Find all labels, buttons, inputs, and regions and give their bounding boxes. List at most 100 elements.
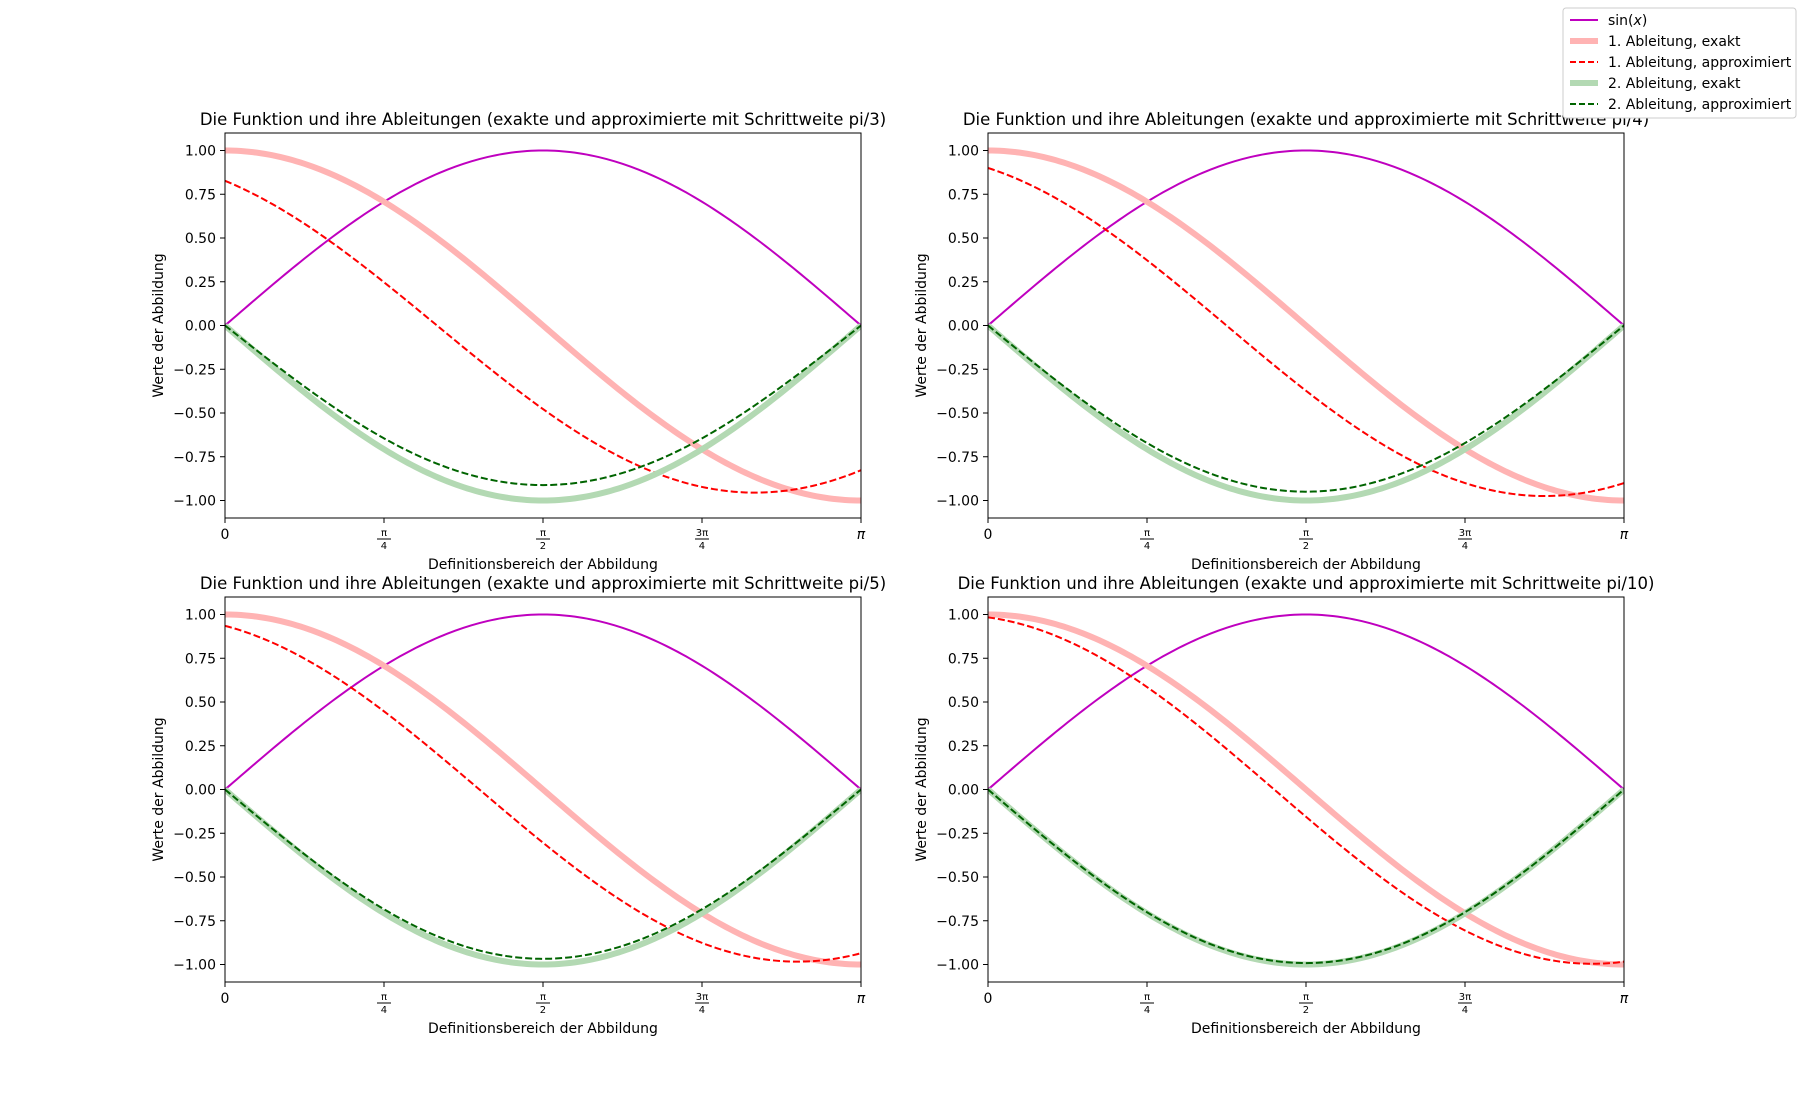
legend-frame xyxy=(1562,7,1797,119)
x-tick-label: 0 xyxy=(984,527,993,543)
chart-title: Die Funktion und ihre Ableitungen (exakt… xyxy=(963,110,1649,129)
series-line-4 xyxy=(225,787,861,968)
series-line-5 xyxy=(988,788,1624,965)
x-tick-label-numerator: π xyxy=(1144,992,1150,1003)
y-tick-label: −0.75 xyxy=(173,914,216,930)
x-tick-label-numerator: π xyxy=(540,528,546,539)
x-tick-label: 0 xyxy=(221,991,230,1007)
x-tick-label-numerator: 3π xyxy=(1459,992,1471,1003)
y-tick-label: 0.25 xyxy=(185,739,216,755)
series-line-5 xyxy=(225,788,861,960)
y-axis-label: Werte der Abbildung xyxy=(151,253,167,397)
series-line-3 xyxy=(988,166,1624,498)
legend-item: 2. Ableitung, approximiert xyxy=(1570,97,1792,113)
y-tick-label: 0.75 xyxy=(948,187,979,203)
series-line-5 xyxy=(988,324,1624,493)
series-line-4 xyxy=(988,787,1624,968)
y-tick-label: −1.00 xyxy=(936,958,979,974)
x-tick-label: 0 xyxy=(221,527,230,543)
y-tick-label: 0.00 xyxy=(948,319,979,335)
series-group xyxy=(988,147,1624,504)
y-tick-label: −0.75 xyxy=(173,450,216,466)
x-tick-label-denominator: 4 xyxy=(1462,541,1468,552)
y-tick-label: −0.50 xyxy=(173,406,216,422)
y-tick-label: −0.50 xyxy=(936,870,979,886)
legend-item: sin(x) xyxy=(1570,13,1647,29)
series-line-2 xyxy=(988,611,1624,968)
legend-item: 2. Ableitung, exakt xyxy=(1570,76,1741,92)
y-tick-label: 0.00 xyxy=(185,319,216,335)
y-tick-label: 0.50 xyxy=(948,231,979,247)
x-tick-label-numerator: π xyxy=(381,992,387,1003)
y-tick-label: −1.00 xyxy=(173,494,216,510)
x-tick-label-denominator: 4 xyxy=(699,1005,705,1016)
x-tick-label-denominator: 2 xyxy=(1303,1005,1309,1016)
x-axis-label: Definitionsbereich der Abbildung xyxy=(1191,1021,1421,1037)
legend-label: 1. Ableitung, approximiert xyxy=(1608,55,1792,71)
legend-item: 1. Ableitung, exakt xyxy=(1570,34,1741,50)
series-line-3 xyxy=(225,624,861,963)
x-tick-label-denominator: 2 xyxy=(540,541,546,552)
x-tick-label-denominator: 4 xyxy=(1462,1005,1468,1016)
y-tick-label: 0.00 xyxy=(185,783,216,799)
y-tick-label: −0.25 xyxy=(936,362,979,378)
y-tick-label: 0.25 xyxy=(185,275,216,291)
y-tick-label: 1.00 xyxy=(948,144,979,160)
legend-label: 2. Ableitung, exakt xyxy=(1608,76,1741,92)
x-tick-label-numerator: π xyxy=(1144,528,1150,539)
y-tick-label: −0.25 xyxy=(173,826,216,842)
y-axis-label: Werte der Abbildung xyxy=(914,717,930,861)
y-tick-label: −1.00 xyxy=(173,958,216,974)
y-tick-label: 0.25 xyxy=(948,739,979,755)
y-tick-label: −0.25 xyxy=(173,362,216,378)
y-tick-label: 1.00 xyxy=(948,608,979,624)
y-tick-label: 0.75 xyxy=(185,187,216,203)
series-line-2 xyxy=(225,611,861,968)
chart-title: Die Funktion und ihre Ableitungen (exakt… xyxy=(200,110,886,129)
x-tick-label-numerator: π xyxy=(1303,528,1309,539)
x-tick-label: π xyxy=(1620,527,1629,543)
x-tick-label-numerator: 3π xyxy=(1459,528,1471,539)
x-tick-label: π xyxy=(857,527,866,543)
chart-panel-4: 1.00 0.75 0.50 0.25 0.00 −0.25 −0.50 −0.75 −1.00… xyxy=(914,574,1654,1037)
y-tick-label: −0.25 xyxy=(936,826,979,842)
y-tick-label: −0.50 xyxy=(936,406,979,422)
x-axis-label: Definitionsbereich der Abbildung xyxy=(428,1021,658,1037)
x-tick-label: π xyxy=(857,991,866,1007)
y-tick-label: 0.50 xyxy=(185,695,216,711)
charts-container: 1.00 0.75 0.50 0.25 0.00 −0.25 −0.50 −0.75 −1.00… xyxy=(151,110,1654,1037)
series-group xyxy=(225,147,861,504)
series-line-4 xyxy=(225,323,861,504)
x-axis-label: Definitionsbereich der Abbildung xyxy=(428,557,658,573)
x-tick-label-denominator: 4 xyxy=(699,541,705,552)
y-tick-label: −1.00 xyxy=(936,494,979,510)
x-tick-label-denominator: 4 xyxy=(1144,541,1150,552)
y-tick-label: 0.50 xyxy=(185,231,216,247)
series-line-4 xyxy=(988,323,1624,504)
legend-label: 1. Ableitung, exakt xyxy=(1608,34,1741,50)
y-axis-label: Werte der Abbildung xyxy=(914,253,930,397)
y-tick-label: 0.75 xyxy=(948,651,979,667)
y-tick-label: 0.00 xyxy=(948,783,979,799)
series-line-3 xyxy=(988,616,1624,965)
chart-title: Die Funktion und ihre Ableitungen (exakt… xyxy=(958,574,1655,593)
x-tick-label-numerator: 3π xyxy=(696,992,708,1003)
x-tick-label-numerator: π xyxy=(540,992,546,1003)
x-tick-label-numerator: π xyxy=(1303,992,1309,1003)
chart-panel-2: 1.00 0.75 0.50 0.25 0.00 −0.25 −0.50 −0.75 −1.00… xyxy=(914,110,1649,573)
series-group xyxy=(225,611,861,968)
series-line-1 xyxy=(225,613,861,791)
y-axis-label: Werte der Abbildung xyxy=(151,717,167,861)
series-line-2 xyxy=(988,147,1624,504)
series-group xyxy=(988,611,1624,968)
legend-item: 1. Ableitung, approximiert xyxy=(1570,55,1792,71)
y-tick-label: 0.75 xyxy=(185,651,216,667)
x-tick-label-denominator: 4 xyxy=(381,1005,387,1016)
legend-label: sin(x) xyxy=(1608,13,1647,29)
series-line-2 xyxy=(225,147,861,504)
series-line-1 xyxy=(225,149,861,327)
y-tick-label: 0.50 xyxy=(948,695,979,711)
legend-label: 2. Ableitung, approximiert xyxy=(1608,97,1792,113)
x-tick-label-numerator: 3π xyxy=(696,528,708,539)
x-tick-label-denominator: 2 xyxy=(540,1005,546,1016)
